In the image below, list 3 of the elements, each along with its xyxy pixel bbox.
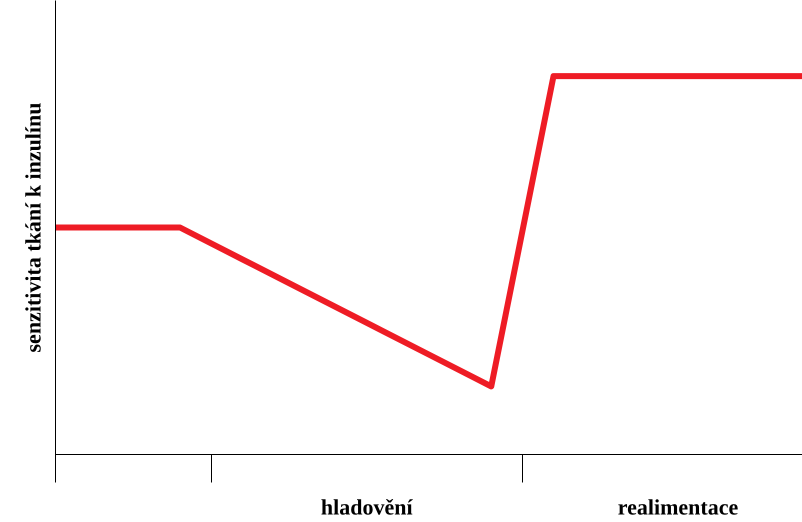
x-tick-label: realimentace <box>618 494 739 520</box>
y-axis-title: senzitivita tkání k inzulínu <box>20 102 46 352</box>
x-tick-label: hladovění <box>320 494 414 520</box>
